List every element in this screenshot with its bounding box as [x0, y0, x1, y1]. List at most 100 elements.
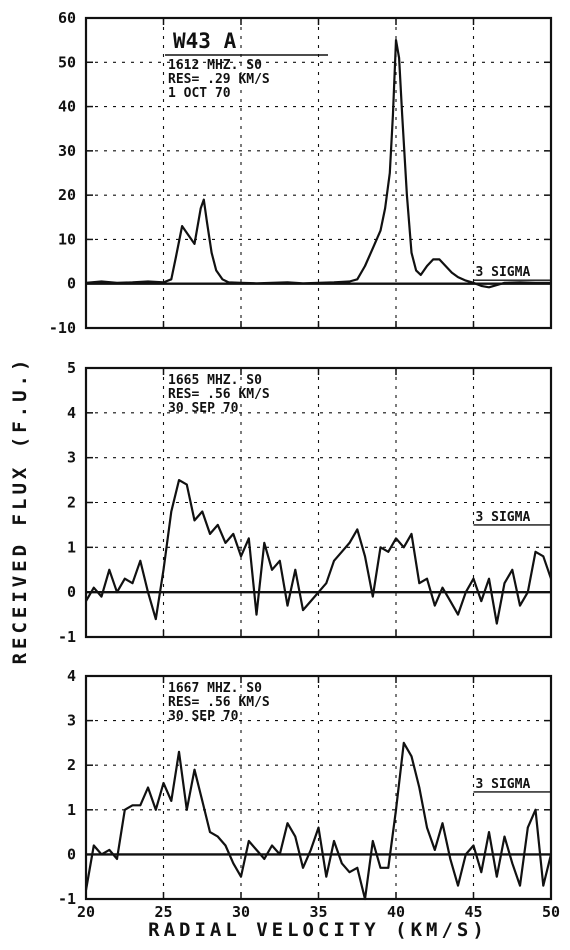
data-point [449, 858, 452, 860]
data-point [534, 282, 537, 284]
data-point [418, 582, 421, 584]
spectrum-line [85, 38, 551, 289]
data-point [464, 853, 467, 856]
data-point [488, 286, 490, 289]
y-tick-label: -1 [58, 890, 76, 908]
y-tick-label: 50 [58, 53, 76, 71]
data-point [302, 609, 304, 611]
sigma-label: 3 SIGMA [476, 510, 531, 525]
data-point [392, 114, 394, 117]
data-point [542, 555, 545, 558]
data-point [123, 809, 126, 811]
data-point [271, 568, 273, 571]
data-point [302, 866, 304, 869]
annotation-line: 30 SEP 70 [168, 709, 239, 724]
data-point [215, 269, 217, 272]
data-point [309, 600, 312, 602]
data-point [348, 542, 351, 544]
data-point [441, 586, 444, 589]
data-point [92, 586, 95, 589]
y-tick-label: 30 [58, 142, 76, 160]
data-point [542, 884, 545, 887]
data-point [227, 281, 230, 284]
data-point [201, 800, 204, 802]
data-point [534, 809, 537, 811]
data-point [526, 826, 529, 829]
y-tick-label: 40 [58, 98, 76, 116]
data-point [472, 577, 475, 580]
data-point [364, 555, 366, 558]
data-point [170, 278, 173, 281]
data-point [432, 258, 435, 261]
data-point [193, 768, 196, 771]
data-point [286, 604, 289, 607]
data-point [170, 800, 173, 802]
data-point [472, 282, 475, 284]
y-tick-label: 0 [67, 583, 76, 601]
data-point [154, 809, 157, 811]
x-tick-label: 25 [154, 903, 172, 921]
y-axis-label: RECEIVED FLUX (F.U.) [9, 356, 31, 665]
data-point [433, 604, 436, 607]
data-point [147, 591, 149, 593]
data-point [379, 229, 382, 232]
data-point [395, 39, 397, 41]
data-point [401, 114, 404, 117]
data-point [340, 862, 343, 865]
data-point [387, 551, 390, 553]
data-point [216, 524, 219, 526]
panel-1: -10 0 10 20 30 40 50 60 3 SIGMA W43 A 1612 MHZ. S0… [49, 9, 553, 337]
data-point [488, 577, 490, 580]
data-point [247, 840, 250, 842]
data-point [116, 282, 118, 284]
data-point [224, 542, 227, 544]
data-point [131, 582, 134, 584]
data-point [333, 559, 335, 562]
data-point [278, 853, 281, 856]
sigma-label: 3 SIGMA [476, 265, 531, 280]
data-point [495, 875, 498, 878]
data-point [185, 809, 188, 811]
data-point [395, 809, 397, 811]
data-point [340, 551, 343, 553]
data-point [480, 285, 483, 287]
y-tick-label: 0 [67, 845, 76, 863]
annotation-line: 1612 MHZ. S0 [168, 58, 262, 73]
data-point [302, 282, 304, 285]
data-point [426, 265, 428, 267]
y-tick-label: 4 [67, 667, 76, 685]
data-point [185, 483, 188, 486]
data-point [131, 804, 134, 807]
data-point [147, 280, 149, 283]
x-tick-label: 20 [77, 903, 95, 921]
data-point [240, 282, 242, 284]
data-point [444, 265, 447, 267]
data-point [216, 835, 219, 838]
data-point [451, 271, 453, 274]
y-tick-label: 10 [58, 230, 76, 248]
data-point [240, 555, 242, 558]
data-point [384, 207, 386, 210]
data-point [294, 568, 297, 571]
data-point [395, 537, 397, 540]
data-point [85, 282, 87, 284]
data-point [364, 265, 366, 267]
x-axis-label: RADIAL VELOCITY (KM/S) [148, 919, 488, 941]
data-point [371, 840, 374, 842]
annotation-line: 1665 MHZ. S0 [168, 373, 262, 388]
data-point [433, 849, 436, 851]
data-point [449, 600, 452, 602]
data-point [85, 600, 87, 602]
y-tick-label: 2 [67, 756, 76, 774]
sigma-label: 3 SIGMA [476, 777, 531, 792]
data-point [203, 198, 205, 201]
data-point [178, 479, 180, 481]
annotation-line: 1667 MHZ. S0 [168, 681, 262, 696]
data-point [154, 618, 157, 620]
y-tick-label: 5 [67, 359, 76, 377]
x-tick-label: 35 [309, 903, 327, 921]
data-point [325, 875, 328, 878]
object-label: W43 A [173, 29, 237, 53]
data-point [147, 786, 149, 789]
